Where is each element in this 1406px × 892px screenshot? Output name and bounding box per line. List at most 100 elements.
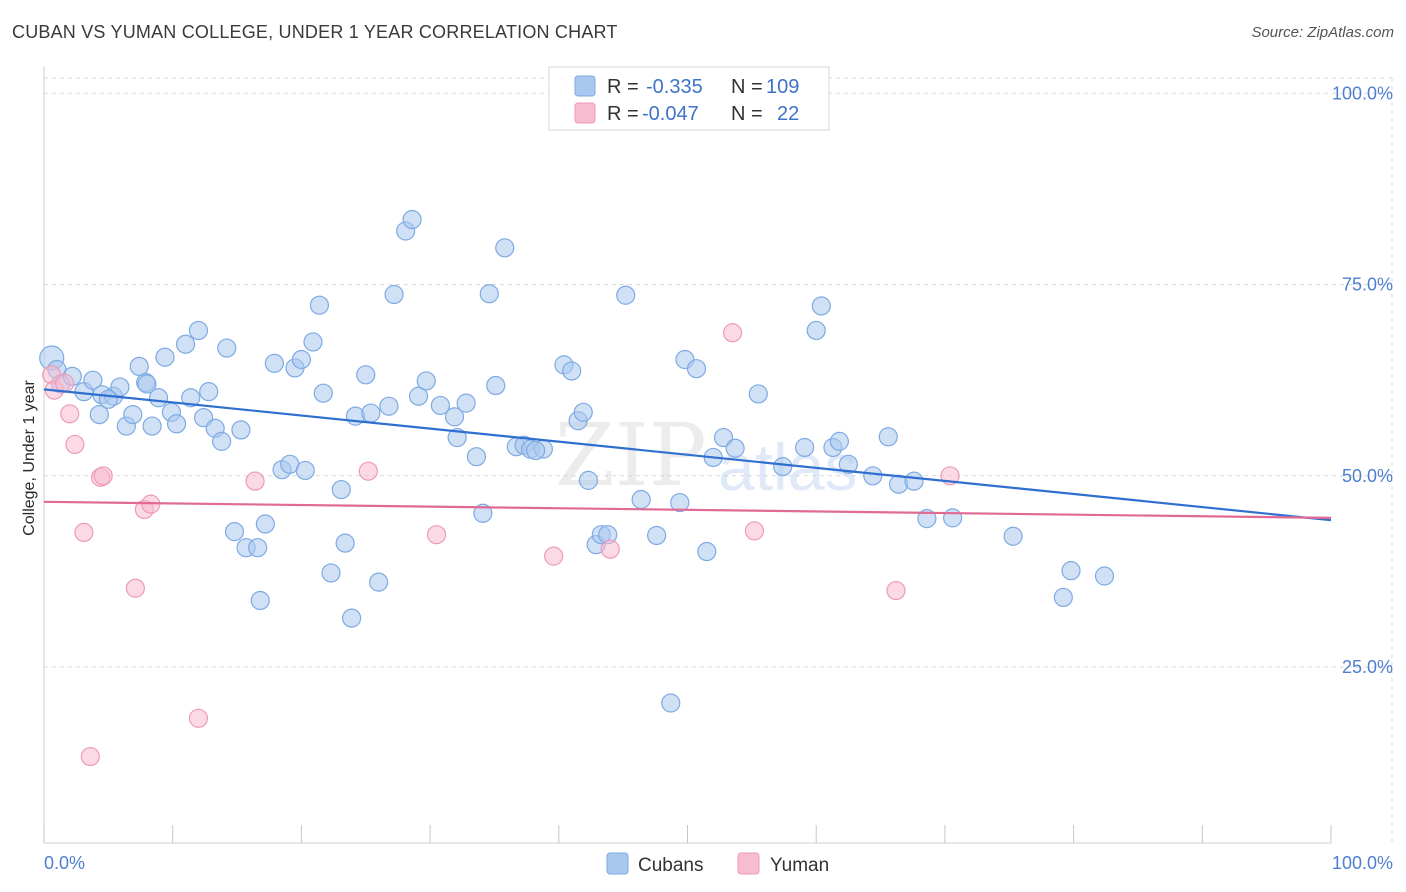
cubans-point-14 <box>142 416 162 436</box>
cubans-point-61 <box>473 503 493 523</box>
cubans-point-31 <box>250 590 270 611</box>
cubans-point-106 <box>526 440 546 461</box>
legend-r-label-cubans: R = <box>607 76 639 98</box>
cubans-points <box>39 209 1115 713</box>
cubans-point-95 <box>838 454 858 474</box>
cubans-point-23 <box>199 382 219 402</box>
cubans-point-96 <box>863 466 883 486</box>
cubans-point-18 <box>166 414 187 434</box>
cubans-point-101 <box>943 508 963 528</box>
yuman-point-2 <box>54 373 75 393</box>
cubans-point-64 <box>495 238 515 258</box>
bottom-legend-swatch-yuman <box>737 852 760 875</box>
cubans-trend-line <box>43 388 1332 522</box>
cubans-point-42 <box>321 563 341 583</box>
cubans-point-19 <box>175 334 196 354</box>
top-legend: R = -0.335 N = 109 R = -0.047 N = 22 <box>548 66 830 131</box>
cubans-point-55 <box>416 371 436 391</box>
cubans-point-48 <box>361 403 381 423</box>
yuman-point-5 <box>74 522 94 543</box>
cubans-point-51 <box>384 284 404 305</box>
yuman-point-12 <box>188 708 209 728</box>
cubans-point-30 <box>248 538 268 558</box>
legend-r-value-yuman: -0.047 <box>642 103 699 125</box>
y-tick-label-0: 25.0% <box>1342 657 1393 677</box>
cubans-point-43 <box>331 479 351 500</box>
cubans-point-6 <box>89 405 109 425</box>
legend-n-label-cubans: N = <box>731 76 763 98</box>
cubans-point-12 <box>129 356 149 377</box>
cubans-point-70 <box>562 361 582 381</box>
cubans-point-62 <box>479 284 499 304</box>
cubans-point-63 <box>486 375 506 396</box>
cubans-point-73 <box>578 470 599 490</box>
x-tick-label-1: 100.0% <box>1332 853 1393 873</box>
cubans-point-5 <box>83 370 103 390</box>
cubans-point-50 <box>379 396 399 416</box>
legend-n-value-yuman: 22 <box>777 103 799 125</box>
cubans-point-79 <box>647 525 667 546</box>
cubans-point-88 <box>748 384 768 404</box>
cubans-point-84 <box>697 541 717 562</box>
cubans-point-26 <box>217 338 237 358</box>
cubans-point-94 <box>829 431 849 451</box>
legend-swatch-yuman <box>574 102 596 124</box>
cubans-point-83 <box>686 359 707 379</box>
yuman-points <box>42 323 960 767</box>
tick-labels: 25.0% 50.0% 75.0% 100.0% 0.0% 100.0% <box>44 83 1393 873</box>
cubans-point-39 <box>303 332 323 352</box>
chart-title: CUBAN VS YUMAN COLLEGE, UNDER 1 YEAR COR… <box>12 22 618 42</box>
cubans-point-97 <box>878 427 898 447</box>
cubans-point-92 <box>811 296 831 316</box>
cubans-point-104 <box>1061 561 1081 581</box>
y-tick-label-2: 75.0% <box>1342 275 1393 295</box>
cubans-point-56 <box>430 395 450 416</box>
cubans-point-25 <box>212 431 232 451</box>
cubans-point-57 <box>444 407 465 427</box>
yuman-point-3 <box>60 404 80 424</box>
cubans-point-28 <box>231 420 251 440</box>
axes <box>43 66 1332 844</box>
cubans-point-37 <box>291 349 311 370</box>
yuman-point-17 <box>600 539 620 559</box>
cubans-point-107 <box>137 374 157 394</box>
cubans-point-60 <box>466 447 487 467</box>
y-tick-label-1: 50.0% <box>1342 466 1393 486</box>
cubans-point-103 <box>1053 587 1073 608</box>
cubans-point-40 <box>309 295 330 315</box>
cubans-point-21 <box>188 320 209 341</box>
cubans-point-81 <box>670 492 690 513</box>
yuman-point-15 <box>426 525 447 545</box>
legend-r-value-cubans: -0.335 <box>646 76 703 98</box>
cubans-point-44 <box>335 533 355 553</box>
cubans-point-32 <box>255 514 275 534</box>
yuman-trend-line <box>43 500 1332 519</box>
cubans-point-54 <box>408 386 429 406</box>
cubans-point-100 <box>917 509 937 529</box>
bottom-legend-yuman: Yuman <box>770 855 829 876</box>
bottom-legend: Cubans Yuman <box>606 852 829 876</box>
cubans-point-78 <box>631 489 651 510</box>
cubans-point-38 <box>295 460 315 481</box>
cubans-point-72 <box>573 402 593 422</box>
cubans-point-33 <box>264 353 284 373</box>
cubans-point-90 <box>795 437 815 458</box>
cubans-point-41 <box>313 383 333 403</box>
yuman-point-6 <box>80 746 100 767</box>
x-tick-label-0: 0.0% <box>44 853 85 873</box>
cubans-point-99 <box>904 471 924 491</box>
cubans-point-16 <box>155 347 175 367</box>
cubans-point-27 <box>224 522 245 542</box>
cubans-point-58 <box>447 427 467 448</box>
source-label: Source: ZipAtlas.com <box>1251 24 1394 41</box>
yuman-point-8 <box>93 466 113 486</box>
cubans-point-89 <box>773 457 793 477</box>
legend-swatch-cubans <box>574 75 596 97</box>
cubans-point-49 <box>369 572 389 592</box>
y-axis-label: College, Under 1 year <box>21 380 38 536</box>
yuman-point-16 <box>544 546 564 566</box>
cubans-point-45 <box>341 608 362 628</box>
cubans-point-53 <box>402 209 422 230</box>
cubans-point-47 <box>356 365 376 385</box>
